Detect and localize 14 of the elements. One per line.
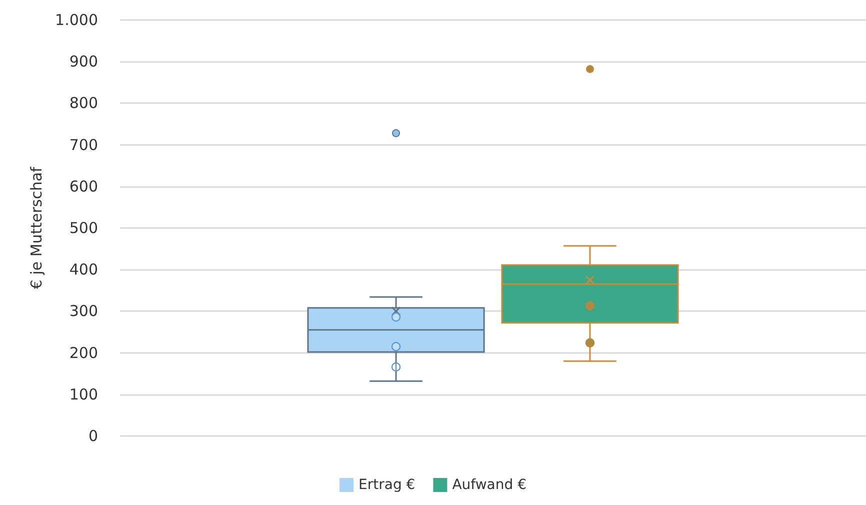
y-tick-label: 200 [69, 344, 98, 362]
y-tick-label: 600 [69, 177, 98, 196]
y-tick-label: 700 [69, 136, 98, 154]
y-axis-title: € je Mutterschaf [28, 166, 46, 290]
y-tick-label: 800 [69, 94, 98, 112]
y-tick-label: 300 [69, 302, 98, 320]
y-tick-label: 100 [69, 385, 98, 404]
y-tick-label: 1.000 [55, 11, 98, 29]
y-tick-label: 500 [69, 219, 98, 237]
y-tick-label: 900 [69, 52, 98, 71]
legend-label: Aufwand € [452, 477, 526, 493]
legend-label: Ertrag € [358, 477, 416, 493]
y-tick-label: 400 [69, 260, 98, 279]
y-tick-label: 0 [88, 427, 98, 445]
